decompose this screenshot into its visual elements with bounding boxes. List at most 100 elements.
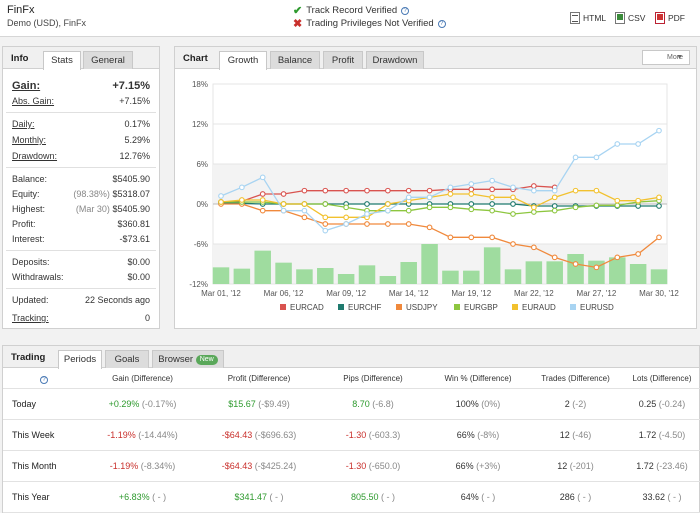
period-name: Today [3, 388, 85, 420]
gain-diff-value: ( - ) [152, 491, 167, 502]
legend-swatch [570, 304, 576, 310]
series-point [447, 234, 454, 241]
series-point [426, 187, 433, 194]
col-trades[interactable]: Trades (Difference) [528, 370, 623, 389]
tab-growth[interactable]: Growth [219, 51, 267, 70]
series-point [572, 154, 579, 161]
table-cell: $341.47 ( - ) [200, 481, 318, 513]
table-cell: -1.19% (-14.44%) [85, 419, 200, 451]
equity-row: Equity: (98.38%) $5318.07 [12, 187, 150, 201]
abs-gain-value: +7.15% [119, 96, 150, 106]
series-line [220, 130, 660, 232]
bar [275, 262, 292, 284]
lots-diff-value: ( - ) [667, 491, 682, 502]
series-point [343, 204, 349, 211]
series-point [405, 221, 412, 227]
tab-balance[interactable]: Balance [270, 51, 320, 69]
table-header-help: ? [3, 370, 85, 389]
col-lots[interactable]: Lots (Difference) [623, 370, 700, 389]
help-icon[interactable]: ? [437, 19, 446, 28]
tracking-row: Tracking: 0 [12, 311, 150, 325]
trades-value: 286 [559, 491, 575, 502]
tab-browser[interactable]: Browser New [152, 350, 224, 368]
series-point [572, 261, 579, 267]
daily-label[interactable]: Daily: [12, 119, 35, 129]
tab-stats[interactable]: Stats [43, 51, 81, 70]
series-point [572, 204, 579, 211]
tab-goals[interactable]: Goals [105, 350, 149, 368]
series-point [280, 201, 287, 207]
series-point [551, 254, 558, 261]
col-pips[interactable]: Pips (Difference) [318, 370, 428, 389]
export-html-button[interactable]: HTML [570, 12, 606, 24]
tab-browser-label: Browser [158, 354, 194, 365]
chart-panel: Chart Growth Balance Profit Drawdown Mor… [174, 46, 697, 329]
table-cell: 1.72 (-23.46) [623, 450, 700, 482]
tracking-label[interactable]: Tracking: [12, 313, 49, 323]
more-label: More [667, 54, 683, 61]
table-cell: 33.62 ( - ) [623, 481, 700, 513]
more-dropdown[interactable]: More ▼ [642, 50, 690, 65]
abs-gain-label[interactable]: Abs. Gain: [12, 96, 55, 106]
period-name: This Week [3, 419, 85, 451]
y-tick-label: 6% [196, 160, 208, 169]
series-point [656, 203, 662, 209]
bar [546, 261, 563, 284]
help-icon[interactable]: ? [40, 375, 48, 384]
tab-profit[interactable]: Profit [323, 51, 363, 69]
table-cell: 12 (-46) [528, 419, 623, 451]
pips-value: 8.70 [352, 398, 370, 409]
series-point [468, 181, 475, 187]
series-point [468, 191, 475, 197]
win-value: 66% [456, 429, 475, 440]
series-point [468, 234, 475, 241]
legend-label: EURUSD [580, 303, 614, 312]
deposits-label: Deposits: [12, 257, 50, 267]
lots-diff-value: (-0.24) [658, 398, 686, 409]
tab-general[interactable]: General [83, 51, 133, 69]
drawdown-value: 12.76% [119, 151, 150, 161]
withdrawals-value: $0.00 [127, 272, 150, 282]
interest-row: Interest: -$73.61 [12, 232, 150, 246]
series-point [510, 194, 516, 201]
col-gain[interactable]: Gain (Difference) [85, 370, 200, 389]
equity-note: (98.38%) [73, 189, 110, 199]
table-cell: -1.19% (-8.34%) [85, 450, 200, 482]
gain-label[interactable]: Gain: [12, 80, 41, 92]
col-win[interactable]: Win % (Difference) [428, 370, 528, 389]
export-csv-button[interactable]: CSV [615, 12, 645, 24]
drawdown-label[interactable]: Drawdown: [12, 151, 58, 161]
trading-tabs: Trading Periods Goals Browser New [3, 346, 699, 369]
profit-value: -$64.43 [221, 460, 253, 471]
help-icon[interactable]: ? [401, 6, 410, 15]
table-cell: -1.30 (-650.0) [318, 450, 428, 482]
periods-table: ? Gain (Difference) Profit (Difference) … [3, 370, 700, 513]
x-tick-label: Mar 30, '12 [639, 289, 679, 298]
export-pdf-button[interactable]: PDF [655, 12, 685, 24]
info-tabs: Info Stats General [3, 47, 159, 70]
table-row: This Week -1.19% (-14.44%) -$64.43 (-$696.… [3, 419, 700, 451]
table-cell: 64% ( - ) [428, 481, 528, 513]
x-tick-label: Mar 19, '12 [451, 289, 491, 298]
tab-periods[interactable]: Periods [58, 350, 102, 369]
check-icon: ✔ [293, 5, 303, 17]
gain-value: -1.19% [107, 429, 136, 440]
series-point [468, 206, 475, 213]
bar [504, 269, 522, 284]
y-tick-label: 0% [196, 200, 208, 209]
table-cell: 286 ( - ) [528, 481, 623, 513]
table-cell: 66% (+3%) [428, 450, 528, 482]
highest-value: $5405.90 [112, 204, 150, 214]
col-profit[interactable]: Profit (Difference) [200, 370, 318, 389]
abs-gain-row: Abs. Gain: +7.15% [12, 94, 150, 108]
series-point [364, 221, 370, 227]
win-value: 66% [455, 460, 474, 471]
series-point [614, 202, 621, 209]
monthly-label[interactable]: Monthly: [12, 135, 47, 145]
account-title: FinFx [7, 4, 35, 16]
interest-value: -$73.61 [119, 234, 150, 244]
pips-diff-value: ( - ) [381, 491, 396, 502]
bar [400, 262, 417, 284]
series-point [405, 207, 412, 214]
tab-drawdown[interactable]: Drawdown [366, 51, 424, 69]
